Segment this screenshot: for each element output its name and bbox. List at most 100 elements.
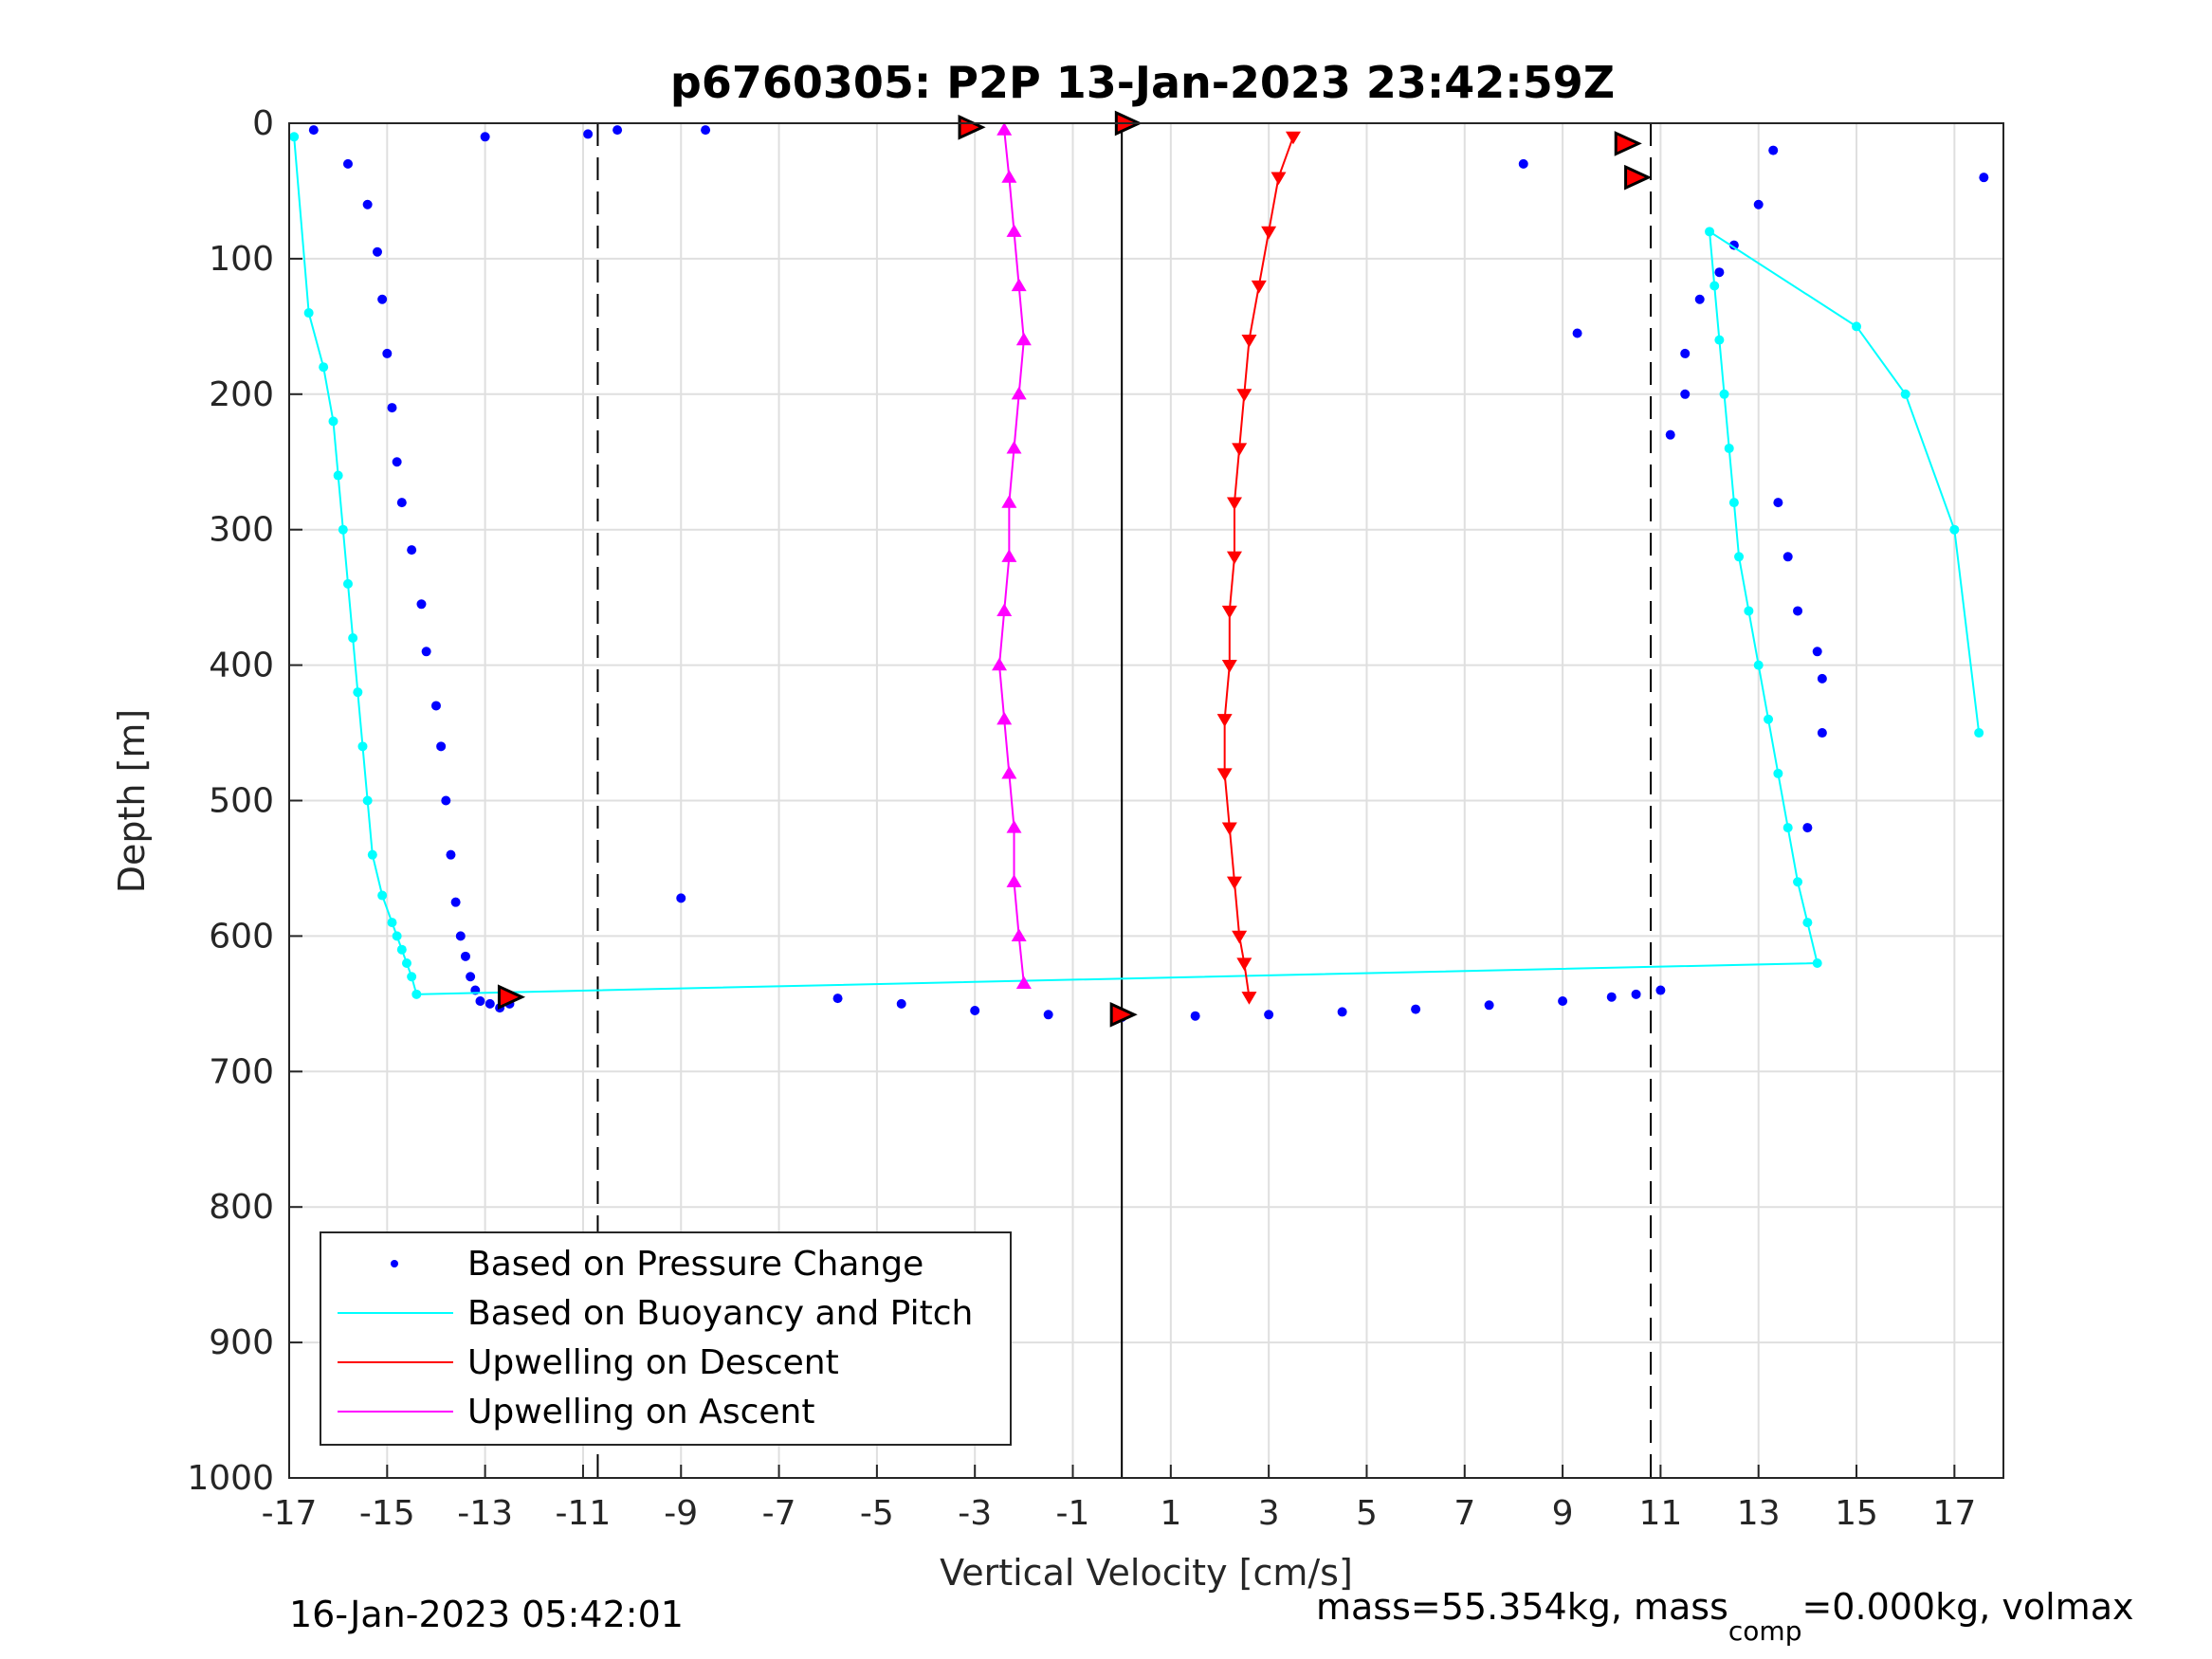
data-point xyxy=(387,403,397,413)
data-point xyxy=(1558,995,1568,1006)
data-point xyxy=(387,918,397,928)
legend-box xyxy=(320,1231,1012,1446)
x-tick-label: 11 xyxy=(1638,1494,1682,1533)
data-point xyxy=(1744,606,1754,616)
data-point xyxy=(583,129,594,139)
data-point xyxy=(1802,918,1813,928)
x-tick-label: -13 xyxy=(457,1494,513,1533)
data-point xyxy=(353,687,363,698)
data-point xyxy=(1900,389,1910,399)
data-point xyxy=(1817,728,1827,738)
series-0 xyxy=(308,125,1989,1023)
y-tick-label: 600 xyxy=(209,917,274,956)
series-2 xyxy=(1216,131,1301,1005)
data-point xyxy=(1221,822,1237,836)
x-axis-label: Vertical Velocity [cm/s] xyxy=(940,1552,1353,1594)
x-tick-label: 13 xyxy=(1737,1494,1781,1533)
data-point xyxy=(1949,524,1960,535)
data-point xyxy=(1812,957,1822,968)
legend-label: Upwelling on Descent xyxy=(467,1343,839,1382)
data-point xyxy=(450,897,461,907)
x-tick-label: -17 xyxy=(262,1494,318,1533)
data-point xyxy=(303,308,314,319)
data-point xyxy=(357,741,368,752)
x-ticks: -17 -15 -13 -11 -9 -7 -5 -3 -1 1 3 5 7 9 11 13 15 17 xyxy=(262,1465,1976,1533)
footer-mass-sub: comp xyxy=(1728,1615,1802,1647)
data-point xyxy=(1011,278,1027,292)
y-tick-label: 100 xyxy=(209,240,274,279)
data-point xyxy=(996,122,1013,136)
data-point xyxy=(1216,714,1233,727)
legend-label: Upwelling on Ascent xyxy=(467,1393,814,1431)
y-tick-label: 500 xyxy=(209,782,274,821)
data-point xyxy=(401,957,411,968)
data-point xyxy=(1714,267,1725,278)
data-point xyxy=(1241,992,1257,1005)
data-point xyxy=(342,158,353,169)
data-point xyxy=(1979,173,1989,183)
data-point xyxy=(1734,552,1745,562)
x-tick-label: 17 xyxy=(1932,1494,1976,1533)
data-point xyxy=(992,657,1008,671)
data-point xyxy=(1261,226,1277,240)
data-point xyxy=(1655,985,1666,995)
legend-marker xyxy=(391,1260,398,1267)
data-point xyxy=(1226,876,1242,890)
series-1 xyxy=(289,132,1984,999)
data-point xyxy=(1714,335,1725,345)
series-3 xyxy=(992,122,1032,990)
red-triangle-marker xyxy=(1624,164,1653,191)
data-point xyxy=(1793,877,1803,887)
data-point xyxy=(1006,224,1022,237)
data-point xyxy=(441,795,451,806)
data-point xyxy=(1011,386,1027,400)
data-point xyxy=(1006,820,1022,833)
data-point xyxy=(475,995,485,1006)
x-tick-label: 3 xyxy=(1258,1494,1280,1533)
data-point xyxy=(1782,552,1793,562)
data-point xyxy=(1728,498,1739,508)
data-point xyxy=(1006,440,1022,454)
data-point xyxy=(480,132,490,142)
footer-mass-suffix: =0.000kg, volmax xyxy=(1801,1586,2133,1628)
data-point xyxy=(377,890,388,901)
data-marks xyxy=(289,110,1989,1028)
data-point xyxy=(1852,321,1862,332)
data-point xyxy=(1518,158,1528,169)
data-point xyxy=(1705,227,1715,237)
data-point xyxy=(319,362,329,373)
y-tick-label: 300 xyxy=(209,511,274,550)
data-point xyxy=(1665,429,1675,440)
data-point xyxy=(1251,280,1267,294)
data-point xyxy=(1043,1010,1053,1020)
legend: Based on Pressure Change Based on Buoyanc… xyxy=(320,1231,1012,1446)
x-tick-label: 1 xyxy=(1160,1494,1181,1533)
data-point xyxy=(896,998,906,1009)
data-point xyxy=(1768,145,1779,155)
y-tick-label: 200 xyxy=(209,375,274,414)
data-point xyxy=(466,972,476,982)
data-point xyxy=(1337,1007,1347,1017)
data-point xyxy=(367,849,377,860)
data-point xyxy=(676,893,686,903)
data-point xyxy=(996,603,1013,617)
data-point xyxy=(1001,549,1017,562)
series-line xyxy=(1223,136,1294,997)
data-point xyxy=(377,294,388,304)
data-point xyxy=(1753,660,1764,670)
data-point xyxy=(996,711,1013,725)
data-point xyxy=(1001,495,1017,508)
legend-label: Based on Buoyancy and Pitch xyxy=(467,1294,973,1333)
data-point xyxy=(362,795,373,806)
data-point xyxy=(416,599,427,610)
data-point xyxy=(430,701,441,711)
series-line xyxy=(293,137,1981,995)
data-point xyxy=(1812,647,1822,657)
data-point xyxy=(1006,874,1022,887)
data-point xyxy=(392,931,402,941)
data-point xyxy=(348,633,358,644)
data-point xyxy=(484,998,495,1009)
data-point xyxy=(970,1005,980,1015)
chart-title: p6760305: P2P 13-Jan-2023 23:42:59Z xyxy=(670,57,1615,108)
